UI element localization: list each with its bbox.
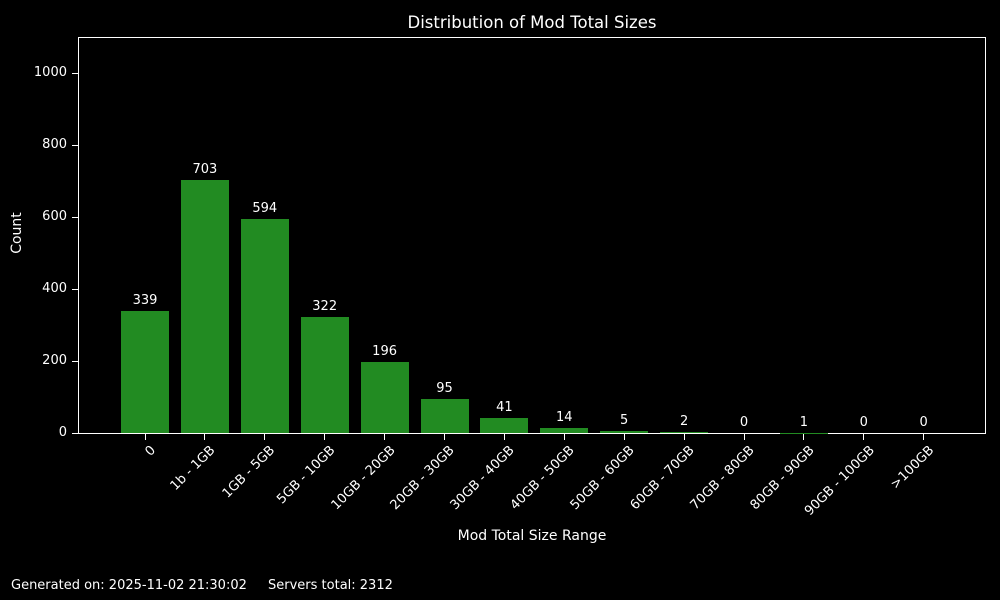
x-tick-mark [264, 434, 266, 440]
footer: Generated on: 2025-11-02 21:30:02 Server… [11, 578, 393, 593]
bar-value-label: 322 [312, 299, 338, 315]
y-tick-mark [72, 432, 78, 434]
bar [360, 362, 409, 433]
bar-value-label: 5 [620, 413, 629, 429]
bar [660, 432, 709, 433]
bar-value-label: 2 [679, 414, 689, 430]
x-tick-mark [803, 434, 805, 440]
bar-value-label: 14 [556, 409, 573, 425]
x-tick-mark [743, 434, 745, 440]
x-tick-label: >100GB [888, 443, 938, 493]
y-tick-label: 400 [42, 281, 67, 296]
bar [420, 398, 469, 433]
y-tick-label: 600 [42, 209, 67, 224]
bar-value-label: 703 [192, 161, 218, 177]
bar-value-label: 95 [436, 380, 453, 396]
y-tick-label: 200 [42, 353, 67, 368]
bar-value-label: 339 [132, 292, 158, 308]
bar [121, 310, 169, 433]
y-tick-label: 0 [58, 425, 67, 440]
x-tick-label: 0 [142, 443, 159, 460]
x-tick-label: 1b - 1GB [167, 443, 219, 494]
x-axis-label: Mod Total Size Range [457, 528, 607, 544]
y-tick-label: 800 [42, 137, 67, 152]
x-tick-mark [923, 434, 925, 440]
x-tick-mark [683, 434, 685, 440]
bar-value-label: 41 [496, 400, 513, 416]
bar-value-label: 1 [799, 414, 809, 430]
x-tick-mark [563, 434, 565, 440]
bar [180, 179, 229, 433]
bar-value-label: 0 [739, 415, 749, 430]
x-tick-mark [503, 434, 505, 440]
y-tick-mark [72, 72, 78, 74]
y-tick-mark [72, 360, 78, 362]
x-tick-mark [324, 434, 326, 440]
plot-area: 339 703 594 322 196 95 41 14 5 2 0 1 0 0 [78, 37, 986, 434]
bar [600, 431, 649, 433]
bar-value-label: 196 [372, 344, 398, 360]
bar [240, 219, 289, 433]
x-tick-label: 5GB - 10GB [274, 443, 339, 508]
bar-value-label: 0 [859, 415, 868, 430]
x-tick-mark [204, 434, 206, 440]
servers-total: Servers total: 2312 [268, 578, 393, 593]
y-tick-mark [72, 216, 78, 218]
x-tick-mark [384, 434, 386, 440]
bar [540, 427, 589, 433]
y-tick-mark [72, 144, 78, 146]
x-tick-mark [444, 434, 445, 440]
x-tick-mark [144, 434, 146, 440]
x-tick-label: 1GB - 5GB [220, 443, 279, 502]
x-tick-mark [623, 434, 625, 440]
bar-value-label: 0 [919, 415, 928, 430]
bar [300, 317, 349, 433]
x-tick-mark [863, 434, 865, 440]
bar-value-label: 594 [252, 201, 278, 217]
y-tick-mark [72, 288, 78, 290]
chart-title: Distribution of Mod Total Sizes [407, 13, 657, 32]
generated-timestamp: Generated on: 2025-11-02 21:30:02 [11, 578, 247, 593]
y-tick-label: 1000 [33, 65, 67, 80]
bar [480, 418, 529, 433]
